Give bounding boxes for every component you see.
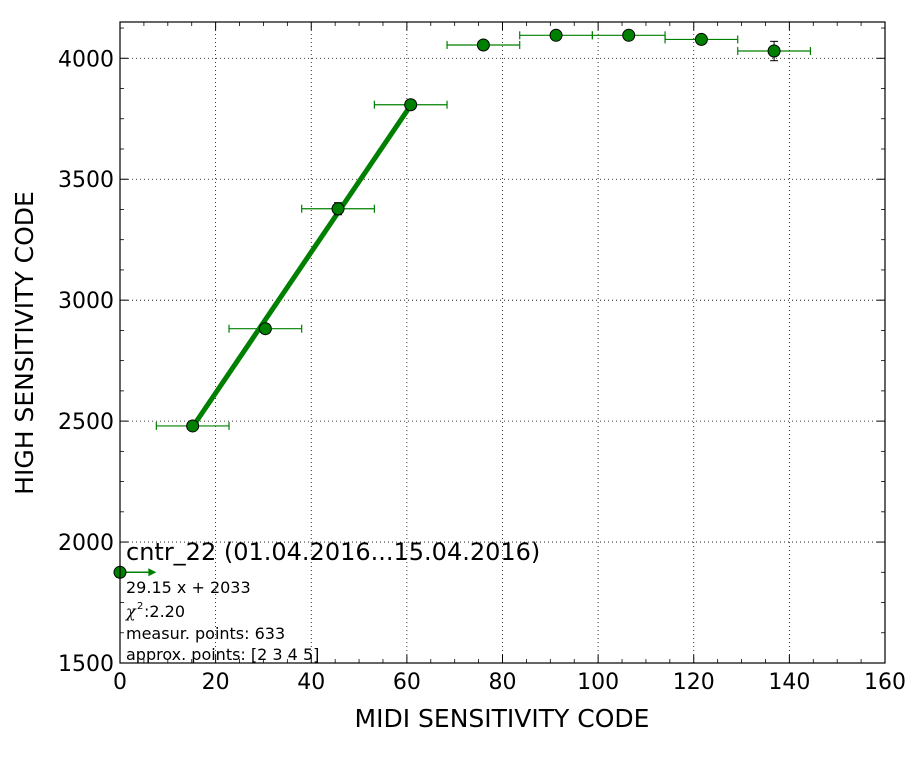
x-tick-label: 120 [673,670,715,695]
x-tick-label: 80 [489,670,517,695]
data-point [767,44,781,58]
data-point [622,28,636,42]
x-tick-label: 160 [864,670,906,695]
x-tick-label: 140 [768,670,810,695]
annotation-chi-symbol: χ [125,602,137,621]
annotation: cntr_22 (01.04.2016...15.04.2016) 29.15 … [125,538,540,664]
y-tick-label: 3000 [58,289,114,314]
legend-arrow-head [148,568,157,577]
y-tick-labels: 1500 2000 2500 3000 3500 4000 [58,47,114,677]
y-tick-label: 2000 [58,531,114,556]
fit-line-group [190,103,413,429]
data-point [549,28,563,42]
y-axis-label: HIGH SENSITIVITY CODE [10,191,39,495]
x-tick-label: 60 [393,670,421,695]
y-tick-label: 3500 [58,168,114,193]
annotation-title: cntr_22 (01.04.2016...15.04.2016) [126,538,540,566]
annotation-chi-value: :2.20 [144,602,185,621]
y-tick-label: 4000 [58,47,114,72]
grid [120,22,885,663]
fit-line [190,103,413,429]
data-point [331,202,345,216]
data-point [186,419,200,433]
y-tick-label: 1500 [58,652,114,677]
annotation-approx-points: approx. points: [2 3 4 5] [126,645,319,664]
annotation-equation: 29.15 x + 2033 [126,578,251,597]
plot-frame [119,21,886,664]
x-tick-label: 40 [297,670,325,695]
data-point [694,32,708,46]
x-axis-label: MIDI SENSITIVITY CODE [355,704,650,733]
data-point [258,322,272,336]
x-tick-label: 0 [113,670,127,695]
x-tick-labels: 0 20 40 60 80 100 120 140 160 [113,670,906,695]
annotation-chi-superscript: 2 [137,601,143,612]
x-tick-label: 100 [577,670,619,695]
y-tick-label: 2500 [58,410,114,435]
data-point [476,38,490,52]
data-point [404,98,418,112]
annotation-measur-points: measur. points: 633 [126,624,285,643]
x-tick-label: 20 [202,670,230,695]
